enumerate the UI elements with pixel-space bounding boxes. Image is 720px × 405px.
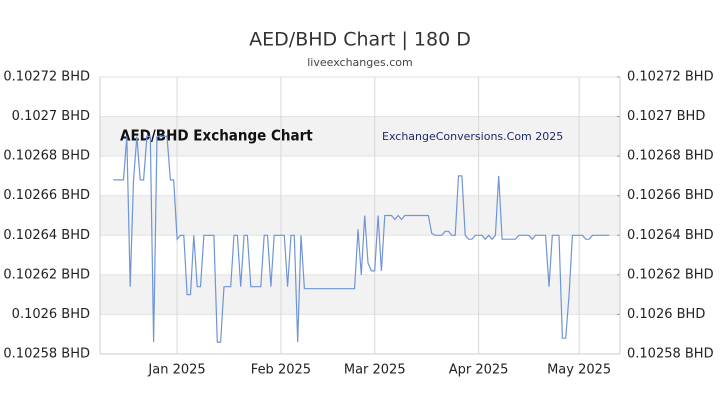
y2-tick-label: 0.1026 BHD (627, 307, 705, 322)
x-tick-label: May 2025 (547, 363, 611, 378)
y2-tick-label: 0.10264 BHD (627, 228, 714, 243)
y-tick-label: 0.10268 BHD (3, 149, 90, 164)
x-tick-label: Mar 2025 (344, 363, 406, 378)
x-tick-label: Jan 2025 (147, 363, 205, 378)
grid-band (100, 274, 620, 315)
y-tick-label: 0.10272 BHD (3, 70, 90, 85)
y-tick-label: 0.10266 BHD (3, 188, 90, 203)
chart-subtitle: liveexchanges.com (307, 56, 412, 69)
x-tick-label: Feb 2025 (251, 363, 311, 378)
y2-tick-label: 0.10258 BHD (627, 347, 714, 362)
y2-tick-label: 0.10268 BHD (627, 149, 714, 164)
y-tick-label: 0.10262 BHD (3, 267, 90, 282)
y-tick-label: 0.1026 BHD (12, 307, 90, 322)
chart-title: AED/BHD Chart | 180 D (249, 29, 471, 51)
y-tick-label: 0.10264 BHD (3, 228, 90, 243)
grid-band (100, 116, 620, 157)
y-tick-label: 0.1027 BHD (12, 109, 90, 124)
annotation: ExchangeConversions.Com 2025 (382, 130, 563, 143)
price-line (113, 135, 610, 343)
y2-tick-label: 0.1027 BHD (627, 109, 705, 124)
y2-tick-label: 0.10266 BHD (627, 188, 714, 203)
x-tick-label: Apr 2025 (449, 363, 509, 378)
y-tick-label: 0.10258 BHD (3, 347, 90, 362)
annotation: AED/BHD Exchange Chart (120, 127, 313, 145)
y2-tick-label: 0.10262 BHD (627, 267, 714, 282)
grid-band (100, 195, 620, 236)
y2-tick-label: 0.10272 BHD (627, 70, 714, 85)
